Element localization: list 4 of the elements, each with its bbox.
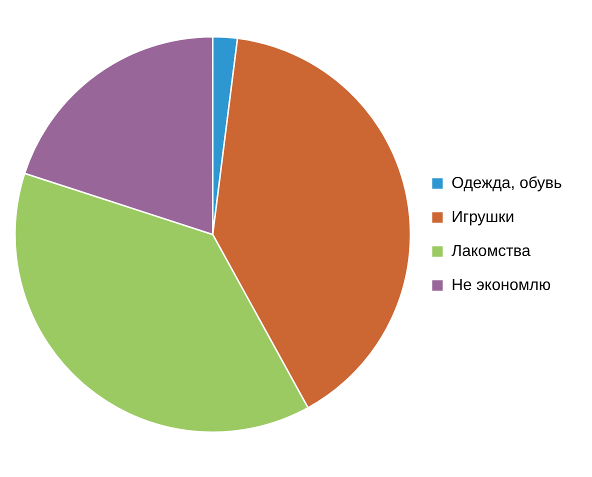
legend-label: Не экономлю (451, 276, 551, 294)
legend-label: Лакомства (451, 242, 531, 260)
legend-label: Одежда, обувь (451, 174, 562, 192)
legend-label: Игрушки (451, 208, 514, 226)
